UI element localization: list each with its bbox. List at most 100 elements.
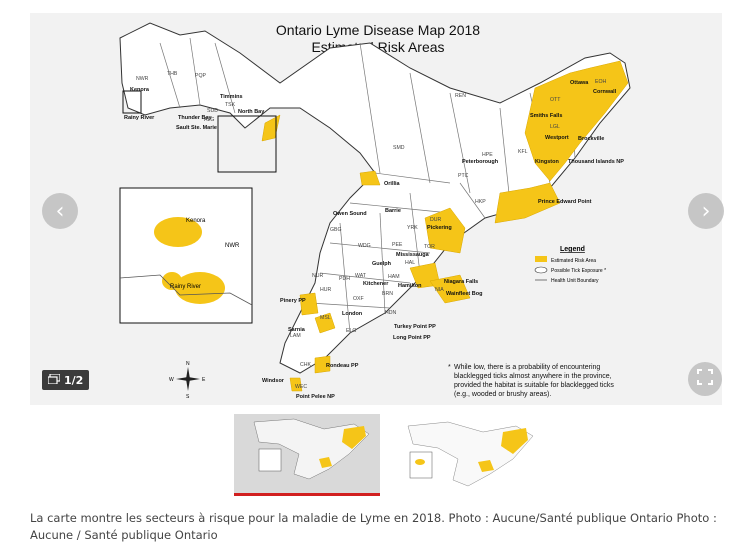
thumbnail-1[interactable] (234, 414, 380, 496)
hu-label: HPE (482, 152, 493, 158)
footnote-line: While low, there is a probability of enc… (454, 364, 600, 371)
place-label: Westport (545, 135, 569, 141)
place-label: Niagara Falls (444, 279, 478, 285)
hu-label: HUR (320, 287, 331, 293)
place-label: Prince Edward Point (538, 199, 592, 205)
ontario-outline (119, 22, 631, 374)
hu-label: EOH (595, 79, 606, 85)
place-labels: Kenora Rainy River Thunder Bay Timmins N… (124, 80, 624, 400)
footnote-line: blacklegged ticks almost anywhere in the… (454, 373, 612, 380)
hu-label: SMD (393, 145, 405, 151)
place-label: Point Pelee NP (296, 394, 335, 400)
hu-label: SUD (207, 108, 218, 114)
place-label: Sault Ste. Marie (176, 125, 217, 131)
hu-label: PTC (458, 173, 469, 179)
hu-label: PDH (339, 276, 350, 282)
inset-label-rainy-river: Rainy River (170, 284, 201, 290)
expand-icon (697, 369, 713, 389)
hu-label: NUR (312, 273, 323, 279)
hu-label: TSK (225, 102, 236, 108)
hu-label: ELG (346, 328, 356, 334)
place-label: North Bay (238, 109, 265, 115)
hu-label: HDN (385, 310, 396, 316)
place-label: Pickering (427, 225, 452, 231)
thumbnail-strip (234, 414, 544, 496)
counter-text: 1/2 (64, 373, 84, 387)
hu-label: KFL (518, 149, 528, 155)
hu-label: LGL (550, 124, 560, 130)
place-label: Kitchener (363, 281, 389, 287)
place-label: Barrie (385, 208, 401, 214)
place-label: Ottawa (570, 80, 589, 86)
place-label: Windsor (262, 378, 285, 384)
thumbnail-2[interactable] (398, 414, 544, 496)
place-label: Owen Sound (333, 211, 367, 217)
hu-label: WDG (358, 243, 371, 249)
place-label: Long Point PP (393, 335, 431, 341)
legend-item: Health Unit Boundary (551, 278, 599, 284)
chevron-right-icon: › (701, 198, 711, 224)
place-label: London (342, 311, 363, 317)
hu-label: NIA (435, 287, 444, 293)
hu-label: ALG (204, 117, 214, 123)
thumbnail-map-image (398, 414, 544, 496)
kenora-inset: Kenora Rainy River NWR (119, 187, 253, 324)
footnote-line: (e.g., wooded or brushy areas). (454, 391, 551, 398)
image-counter: 1/2 (42, 370, 90, 390)
hu-label: BRN (382, 291, 393, 297)
place-label: Turkey Point PP (394, 324, 436, 330)
place-label: Thunder Bay (178, 115, 213, 121)
map-footnote: * While low, there is a probability of e… (448, 364, 614, 398)
place-label: Timmins (220, 94, 243, 100)
hu-label: LAM (290, 333, 301, 339)
thumbnail-map-image (234, 414, 380, 493)
place-label: Mississauga (396, 252, 430, 258)
hu-label: GBG (330, 227, 342, 233)
place-label: Pinery PP (280, 298, 306, 304)
svg-text:*: * (448, 364, 451, 371)
compass-s: S (186, 394, 190, 400)
hu-label: TOR (424, 244, 435, 250)
compass-n: N (186, 361, 190, 367)
hu-label: WEC (295, 384, 307, 390)
hu-label: OTT (550, 97, 561, 103)
legend-item: Possible Tick Exposure * (551, 268, 606, 274)
hu-label: HAM (388, 274, 400, 280)
compass-w: W (169, 377, 174, 383)
hu-label: DUR (430, 217, 441, 223)
hu-label: WAT (355, 273, 367, 279)
place-label: Orillia (384, 181, 401, 187)
place-label: Brockville (578, 136, 604, 142)
hu-label: HKP (475, 199, 486, 205)
place-label: Hamilton (398, 283, 422, 289)
fullscreen-button[interactable] (688, 362, 722, 396)
gallery-icon (47, 372, 61, 387)
place-label: Kingston (535, 159, 559, 165)
hu-label: THB (167, 71, 178, 77)
place-label: Smiths Falls (530, 113, 562, 119)
map-legend: Legend Estimated Risk Area Possible Tick… (534, 246, 606, 284)
place-label: Kenora (130, 87, 150, 93)
health-unit-labels: NWR THB PQP ALG SUD TSK REN OTT EOH LGL … (136, 71, 606, 390)
image-viewer: Ontario Lyme Disease Map 2018 Estimated … (30, 13, 722, 405)
place-label: Guelph (372, 261, 392, 267)
image-caption: La carte montre les secteurs à risque po… (30, 511, 717, 542)
lyme-map: Ontario Lyme Disease Map 2018 Estimated … (30, 13, 722, 405)
legend-item: Estimated Risk Area (551, 258, 596, 264)
hu-label: PEE (392, 242, 403, 248)
map-title-line1: Ontario Lyme Disease Map 2018 (276, 22, 480, 38)
risk-areas (261, 60, 629, 392)
place-label: Wainfleet Bog (446, 291, 482, 297)
next-image-button[interactable]: › (688, 193, 724, 229)
hu-label: YRK (407, 225, 418, 231)
previous-image-button[interactable]: ‹ (42, 193, 78, 229)
footnote-line: provided the habitat is suitable for bla… (454, 382, 614, 389)
compass-e: E (202, 377, 206, 383)
place-label: Rainy River (124, 115, 155, 121)
chevron-left-icon: ‹ (55, 198, 65, 224)
legend-heading: Legend (560, 246, 585, 253)
hu-label: MSL (320, 315, 331, 321)
place-label: Peterborough (462, 159, 499, 165)
kenora-zoom-box (122, 90, 142, 114)
hu-label: HAL (405, 260, 415, 266)
